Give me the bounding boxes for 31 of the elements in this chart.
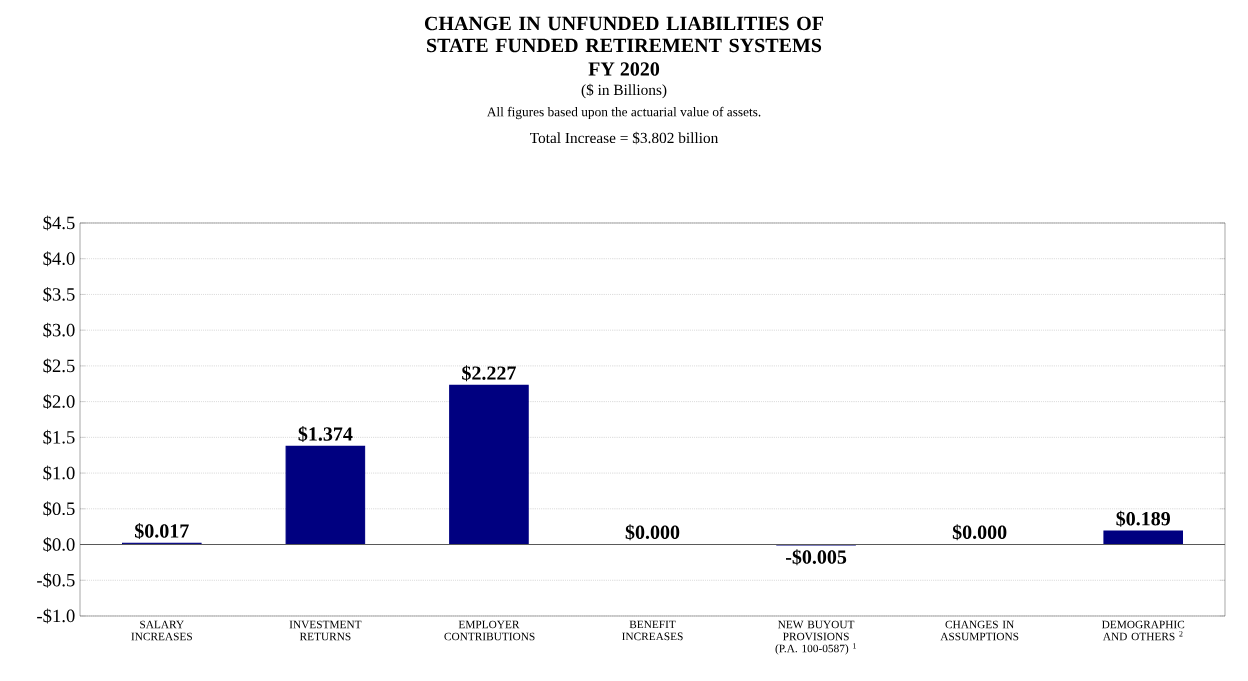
x-tick-label: CHANGES IN ASSUMPTIONS bbox=[940, 620, 1019, 641]
data-label: -$0.005 bbox=[785, 549, 847, 566]
x-tick-label: EMPLOYER CONTRIBUTIONS bbox=[444, 620, 535, 641]
y-tick-label: -$0.5 bbox=[37, 572, 75, 588]
chart-subtitle: FY 2020 bbox=[588, 62, 660, 76]
x-tick-label: DEMOGRAPHIC AND OTHERS $^{2}$ bbox=[1101, 620, 1185, 641]
x-tick-label: INVESTMENT RETURNS bbox=[289, 620, 362, 641]
y-tick-label: $1.5 bbox=[43, 429, 75, 445]
text: ($ in Billions) bbox=[581, 83, 667, 99]
y-tick-label: $3.0 bbox=[43, 322, 75, 338]
y-tick-label: -$1.0 bbox=[37, 608, 75, 624]
y-tick-label: $2.0 bbox=[43, 394, 75, 410]
data-label: $0.017 bbox=[135, 523, 189, 540]
data-label: $0.000 bbox=[625, 524, 680, 541]
text: All figures based upon the actuarial value of assets. bbox=[486, 106, 761, 120]
y-tick-label: $1.0 bbox=[43, 465, 75, 481]
y-tick-label: $0.0 bbox=[43, 537, 75, 552]
data-label: $0.189 bbox=[1116, 510, 1170, 527]
data-label: $1.374 bbox=[298, 426, 353, 443]
y-tick-label: $0.5 bbox=[43, 501, 75, 517]
y-tick-label: $4.5 bbox=[43, 215, 75, 231]
y-tick-label: $2.5 bbox=[43, 358, 75, 374]
data-label: $0.000 bbox=[952, 524, 1007, 541]
x-tick-label: SALARY INCREASES bbox=[131, 620, 192, 641]
x-tick-label: BENEFIT INCREASES bbox=[622, 620, 683, 641]
text: Total Increase = $3.802 billion bbox=[530, 131, 719, 145]
x-tick-label: NEW BUYOUT PROVISIONS (P.A. 100-0587) $^{1}$ bbox=[775, 620, 856, 655]
chart-title: CHANGE IN UNFUNDED LIABILITIES OF STATE FUNDED RETIREMENT SYSTEMS bbox=[424, 16, 824, 53]
y-tick-label: $4.0 bbox=[43, 251, 75, 267]
y-tick-label: $3.5 bbox=[43, 286, 75, 302]
data-label: $2.227 bbox=[462, 365, 516, 382]
